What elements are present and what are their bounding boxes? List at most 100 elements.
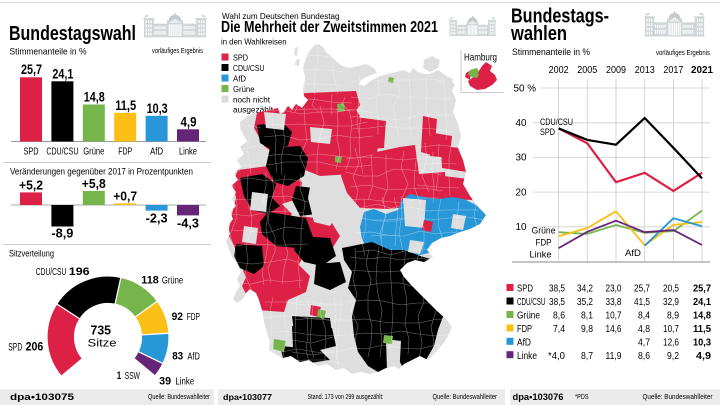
svg-text:25,7: 25,7 xyxy=(21,62,42,77)
svg-text:CDU/CSU: CDU/CSU xyxy=(517,297,546,308)
svg-text:dpa•103075: dpa•103075 xyxy=(10,392,75,403)
svg-text:20,5: 20,5 xyxy=(663,284,679,295)
svg-text:118: 118 xyxy=(141,275,159,287)
svg-text:SPD: SPD xyxy=(233,53,248,63)
svg-text:-4,3: -4,3 xyxy=(177,217,199,231)
svg-text:11,5: 11,5 xyxy=(693,323,711,335)
svg-text:*PDS: *PDS xyxy=(575,394,589,401)
svg-text:206: 206 xyxy=(26,342,44,354)
svg-text:8,4: 8,4 xyxy=(638,311,650,322)
svg-text:41,5: 41,5 xyxy=(634,297,650,308)
svg-text:9,8: 9,8 xyxy=(581,324,593,335)
svg-text:CDU/CSU: CDU/CSU xyxy=(46,146,78,158)
svg-text:14,8: 14,8 xyxy=(84,90,105,105)
svg-text:2005: 2005 xyxy=(577,64,597,76)
svg-text:Quelle: Bundeswahlleiter: Quelle: Bundeswahlleiter xyxy=(643,394,714,401)
svg-text:9,2: 9,2 xyxy=(667,351,679,362)
svg-text:Hamburg: Hamburg xyxy=(464,53,497,64)
svg-text:SSW: SSW xyxy=(125,370,140,382)
svg-text:AfD: AfD xyxy=(233,74,246,84)
svg-text:FDP: FDP xyxy=(536,238,552,248)
svg-text:Grüne: Grüne xyxy=(83,146,104,158)
svg-text:Die Mehrheit der Zweitstimmen: Die Mehrheit der Zweitstimmen 2021 xyxy=(221,19,438,36)
svg-text:8,7: 8,7 xyxy=(581,351,593,362)
svg-text:14,6: 14,6 xyxy=(606,324,622,335)
svg-text:2002: 2002 xyxy=(549,64,569,76)
svg-text:25,7: 25,7 xyxy=(634,284,650,295)
svg-text:2017: 2017 xyxy=(663,64,683,76)
svg-text:-2,3: -2,3 xyxy=(146,212,168,226)
svg-text:vorläufiges Ergebnis: vorläufiges Ergebnis xyxy=(656,50,710,57)
svg-text:10,7: 10,7 xyxy=(663,324,679,335)
svg-text:Stimmenanteile in %: Stimmenanteile in % xyxy=(512,47,590,58)
svg-text:ausgezählt: ausgezählt xyxy=(233,105,274,115)
svg-text:Grüne: Grüne xyxy=(162,275,183,287)
svg-text:11,9: 11,9 xyxy=(606,351,622,362)
svg-text:10: 10 xyxy=(516,222,527,233)
svg-text:735: 735 xyxy=(91,324,112,338)
svg-text:2021: 2021 xyxy=(691,64,713,76)
svg-text:38,5: 38,5 xyxy=(549,297,565,308)
svg-text:8,1: 8,1 xyxy=(581,311,593,322)
svg-text:10,7: 10,7 xyxy=(606,311,622,322)
svg-text:2009: 2009 xyxy=(606,64,626,76)
svg-text:FDP: FDP xyxy=(118,146,132,158)
svg-text:+5,8: +5,8 xyxy=(82,177,106,191)
svg-text:32,9: 32,9 xyxy=(663,297,679,308)
svg-text:CDU/CSU: CDU/CSU xyxy=(233,63,265,73)
svg-text:FDP: FDP xyxy=(517,324,532,335)
svg-text:SPD: SPD xyxy=(540,127,555,137)
svg-text:Bundestagswahl: Bundestagswahl xyxy=(9,22,136,45)
svg-text:SPD: SPD xyxy=(517,284,533,295)
svg-text:39: 39 xyxy=(159,376,171,388)
svg-text:24,1: 24,1 xyxy=(52,67,73,82)
svg-text:*4,0: *4,0 xyxy=(548,351,565,362)
svg-text:in den Wahlkreisen: in den Wahlkreisen xyxy=(221,37,287,47)
svg-text:AfD: AfD xyxy=(625,248,642,258)
svg-text:Sitzverteilung: Sitzverteilung xyxy=(9,249,54,260)
svg-text:Linke: Linke xyxy=(175,376,194,388)
svg-text:10,3: 10,3 xyxy=(147,101,168,116)
svg-text:2013: 2013 xyxy=(635,64,655,76)
svg-text:92: 92 xyxy=(172,311,183,323)
svg-text:Sitze: Sitze xyxy=(88,338,117,350)
svg-text:30: 30 xyxy=(516,153,527,164)
svg-text:8,9: 8,9 xyxy=(667,311,679,322)
svg-text:35,2: 35,2 xyxy=(577,297,593,308)
svg-text:33,8: 33,8 xyxy=(606,297,622,308)
svg-text:10,3: 10,3 xyxy=(693,336,711,348)
svg-text:wahlen: wahlen xyxy=(510,23,567,45)
svg-text:Veränderungen gegenüber 2017 i: Veränderungen gegenüber 2017 in Prozentp… xyxy=(10,167,193,178)
svg-text:8,6: 8,6 xyxy=(638,351,650,362)
svg-text:50 %: 50 % xyxy=(514,84,537,95)
svg-text:196: 196 xyxy=(69,266,90,278)
svg-text:AfD: AfD xyxy=(188,351,201,363)
svg-text:Grüne: Grüne xyxy=(532,226,556,236)
svg-text:+0,7: +0,7 xyxy=(113,189,137,203)
svg-text:-8,9: -8,9 xyxy=(51,227,73,241)
svg-text:12,6: 12,6 xyxy=(663,337,679,348)
svg-text:SPD: SPD xyxy=(8,342,22,354)
svg-text:dpa•103077: dpa•103077 xyxy=(223,392,272,402)
svg-text:24,1: 24,1 xyxy=(693,296,711,308)
svg-text:Stand: 173 von 299 ausgezählt:: Stand: 173 von 299 ausgezählt: xyxy=(308,394,384,401)
svg-text:vorläufiges Ergebnis: vorläufiges Ergebnis xyxy=(152,48,203,55)
svg-text:23,0: 23,0 xyxy=(606,284,622,295)
svg-text:Wahl zum Deutschen Bundestag: Wahl zum Deutschen Bundestag xyxy=(222,11,340,21)
svg-text:Bundestags-: Bundestags- xyxy=(511,6,609,28)
svg-text:34,2: 34,2 xyxy=(577,284,593,295)
svg-text:4,8: 4,8 xyxy=(638,324,650,335)
svg-text:FDP: FDP xyxy=(187,311,200,323)
svg-text:CDU/CSU: CDU/CSU xyxy=(36,266,67,278)
svg-text:Quelle: Bundeswahlleiter: Quelle: Bundeswahlleiter xyxy=(433,394,498,401)
svg-text:1: 1 xyxy=(117,370,122,382)
svg-text:11,5: 11,5 xyxy=(115,98,136,113)
svg-text:83: 83 xyxy=(172,351,183,363)
svg-text:SPD: SPD xyxy=(24,146,39,158)
svg-text:14,8: 14,8 xyxy=(693,310,711,322)
svg-text:8,6: 8,6 xyxy=(553,311,565,322)
svg-text:4,9: 4,9 xyxy=(696,350,711,362)
svg-text:4,9: 4,9 xyxy=(181,114,197,129)
svg-text:Linke: Linke xyxy=(517,351,537,362)
svg-text:20: 20 xyxy=(516,188,527,199)
